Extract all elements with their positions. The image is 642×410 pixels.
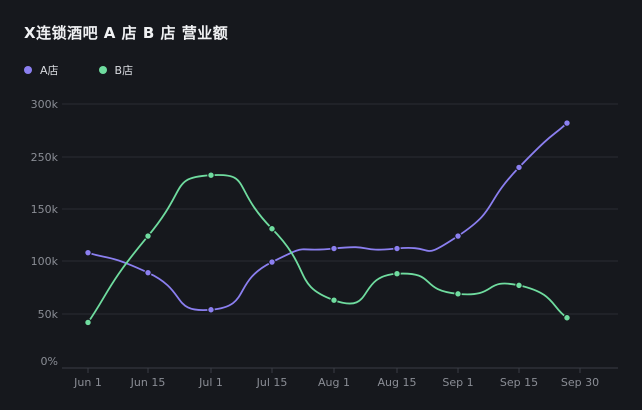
x-tick-label: Jun 1 <box>73 376 102 389</box>
data-point-b <box>454 290 462 298</box>
data-point-b <box>515 281 523 290</box>
chart-title: X连锁酒吧 A 店 B 店 营业额 <box>24 24 229 42</box>
data-point-a <box>515 163 523 172</box>
x-tick-label: Jun 15 <box>130 376 166 389</box>
data-point-b <box>563 314 571 322</box>
legend-dot-icon <box>98 66 107 74</box>
chart-legend: A店 B店 <box>24 62 133 78</box>
data-point-a <box>454 232 462 240</box>
y-tick-label: 250k <box>31 151 59 164</box>
data-point-a <box>563 119 571 127</box>
y-tick-label: 100k <box>31 255 59 268</box>
data-point-b <box>393 270 401 278</box>
y-tick-label: 50k <box>38 308 59 321</box>
data-point-a <box>268 258 276 266</box>
data-point-b <box>268 225 276 233</box>
series-line-b <box>87 174 568 323</box>
y-tick-label: 0% <box>41 355 58 368</box>
legend-item-b[interactable]: B店 <box>98 62 134 78</box>
data-point-a <box>330 244 338 253</box>
legend-label-a: A店 <box>40 64 59 77</box>
x-tick-label: Jul 1 <box>198 376 223 389</box>
x-tick-label: Aug 1 <box>318 376 350 389</box>
x-tick-label: Sep 1 <box>442 376 473 389</box>
legend-dot-icon <box>24 66 32 74</box>
x-tick-label: Jul 15 <box>256 376 288 389</box>
series-line-a <box>87 122 568 312</box>
data-point-a <box>144 268 152 277</box>
y-tick-label: 300k <box>31 98 59 111</box>
data-point-a <box>393 244 401 253</box>
data-point-b <box>330 296 338 304</box>
data-point-b <box>207 171 215 179</box>
legend-item-a[interactable]: A店 <box>24 62 59 78</box>
y-tick-label: 150k <box>31 203 59 216</box>
data-point-a <box>84 248 92 257</box>
data-point-b <box>144 232 152 240</box>
legend-label-b: B店 <box>114 64 134 77</box>
x-tick-label: Sep 30 <box>561 376 599 389</box>
data-point-b <box>84 318 92 327</box>
data-point-a <box>207 306 215 314</box>
x-tick-label: Aug 15 <box>378 376 417 389</box>
x-tick-label: Sep 15 <box>500 376 538 389</box>
